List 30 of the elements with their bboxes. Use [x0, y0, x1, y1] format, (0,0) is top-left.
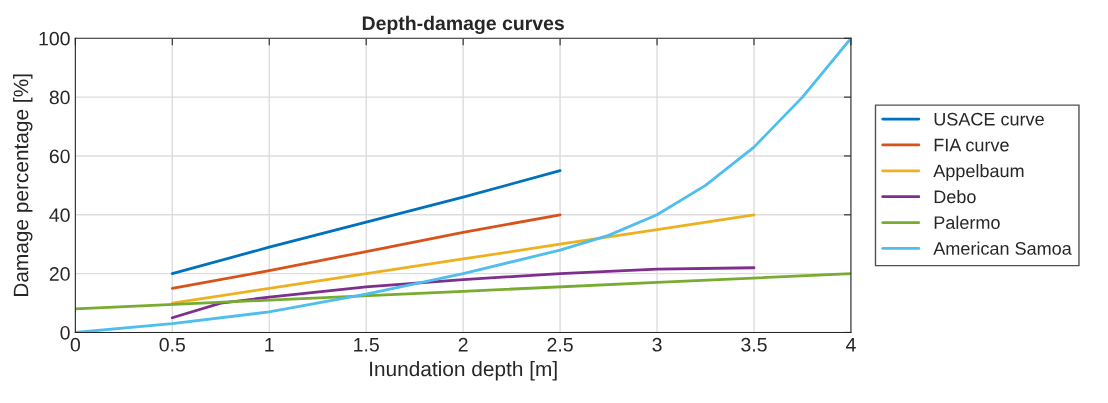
y-tick-label: 80 — [49, 90, 70, 105]
y-axis-title: Damage percentage [%] — [13, 74, 33, 296]
line-series — [170, 266, 756, 320]
x-axis-title: Inundation depth [m] — [370, 361, 557, 381]
legend-label: FIA curve — [934, 138, 1009, 152]
x-tick-label: 0 — [70, 337, 80, 352]
legend-label: American Samoa — [933, 241, 1072, 255]
x-tick-label: 2.5 — [547, 337, 573, 352]
legend-label: USACE curve — [934, 112, 1044, 126]
line-series — [75, 272, 851, 311]
x-tick-label: 3.5 — [741, 337, 767, 352]
legend-label: Appelbaum — [933, 164, 1024, 181]
legend-label: Debo — [934, 189, 976, 204]
y-tick-label: 100 — [39, 31, 70, 46]
x-tick-label: 3 — [652, 337, 662, 352]
y-tick-label: 20 — [49, 267, 70, 281]
x-tick-label: 2 — [458, 337, 468, 352]
y-tick-label: 0 — [60, 325, 70, 340]
x-tick-label: 1.5 — [354, 338, 379, 352]
line-series — [170, 213, 756, 305]
x-tick-label: 1 — [265, 338, 274, 352]
y-tick-label: 40 — [49, 208, 70, 223]
x-tick-label: 4 — [845, 338, 856, 352]
line-series — [170, 169, 562, 276]
line-series — [170, 213, 562, 290]
legend-label: Palermo — [934, 215, 1000, 230]
line-series — [75, 38, 851, 333]
chart-title: Depth-damage curves — [362, 15, 564, 35]
x-tick-label: 0.5 — [159, 337, 185, 352]
y-tick-label: 60 — [49, 149, 70, 164]
